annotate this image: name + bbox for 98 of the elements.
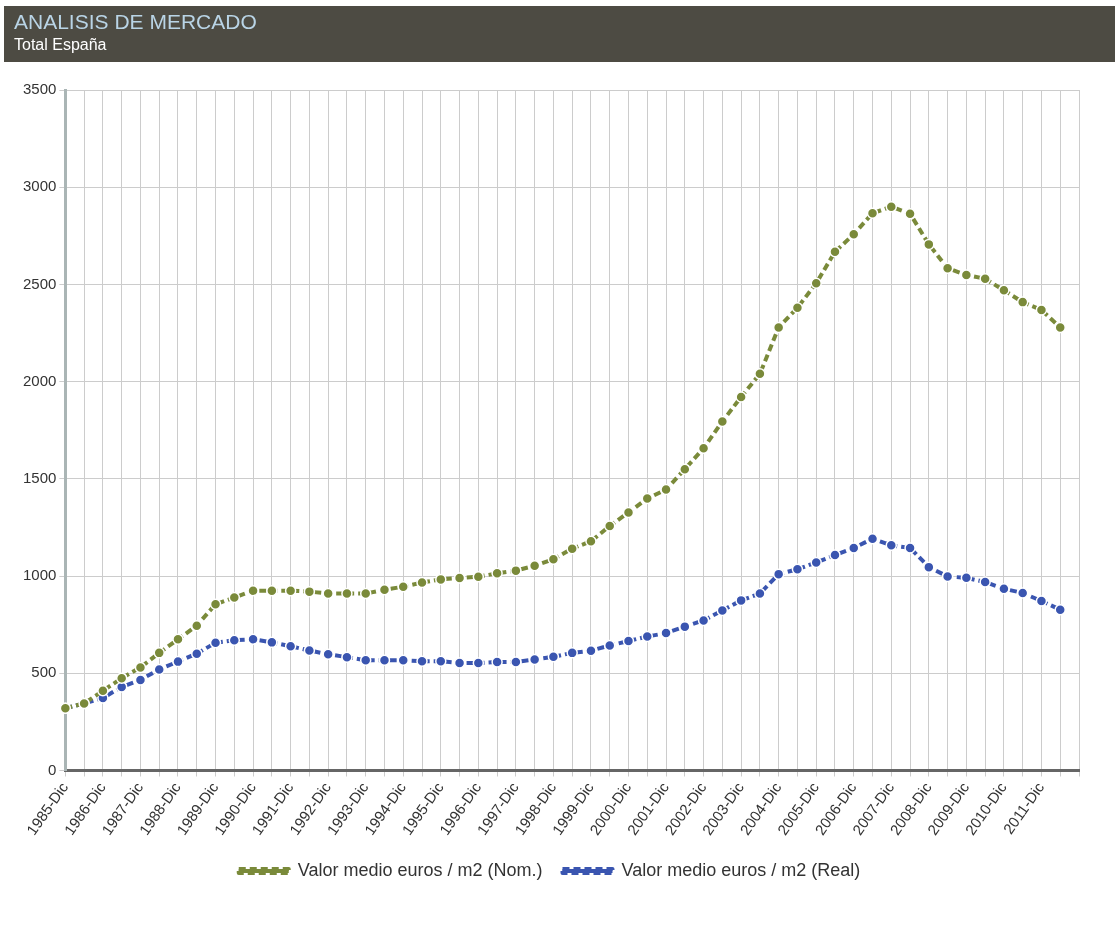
point — [660, 627, 672, 639]
point — [885, 200, 898, 213]
point — [735, 391, 747, 403]
point — [754, 368, 766, 380]
point — [547, 651, 560, 663]
point — [341, 651, 353, 663]
point — [998, 284, 1010, 297]
point — [172, 633, 184, 646]
point — [923, 561, 935, 573]
y-tick-label: 3500 — [22, 80, 57, 98]
point — [660, 483, 672, 496]
y-tick-label: 500 — [31, 663, 57, 681]
point — [247, 633, 259, 646]
point — [603, 520, 616, 532]
point — [735, 594, 747, 607]
point — [960, 572, 973, 584]
point — [266, 636, 278, 649]
point — [472, 570, 485, 583]
y-tick-label: 3000 — [22, 177, 57, 195]
y-tick-label: 1000 — [22, 566, 57, 584]
point — [266, 584, 278, 597]
point — [284, 584, 297, 597]
point — [754, 587, 766, 600]
point — [472, 657, 485, 669]
point — [603, 639, 616, 652]
point — [566, 647, 578, 659]
point — [829, 246, 841, 258]
point — [810, 556, 822, 569]
point — [397, 581, 409, 593]
point — [791, 563, 804, 576]
point — [829, 549, 841, 561]
point — [359, 587, 372, 600]
point — [228, 591, 241, 604]
point — [247, 584, 259, 597]
point — [191, 647, 203, 660]
point — [303, 585, 316, 598]
point — [416, 655, 428, 667]
point — [697, 614, 710, 627]
point — [378, 654, 391, 667]
point — [923, 238, 935, 251]
point — [1016, 296, 1029, 308]
point — [435, 655, 447, 667]
point — [115, 672, 128, 684]
point — [209, 598, 222, 611]
point — [322, 648, 334, 660]
point — [904, 207, 916, 220]
point — [491, 656, 503, 668]
point — [191, 619, 203, 632]
point — [491, 567, 503, 580]
point — [979, 273, 991, 285]
point — [228, 634, 241, 646]
point — [97, 685, 109, 697]
point — [866, 207, 879, 220]
point — [322, 587, 334, 600]
point — [791, 302, 804, 314]
point — [998, 582, 1010, 595]
point — [153, 647, 165, 659]
point — [585, 535, 597, 548]
point — [566, 542, 578, 555]
point — [716, 604, 729, 617]
point — [134, 661, 147, 674]
point — [622, 635, 635, 647]
point — [172, 655, 184, 668]
point — [359, 654, 372, 667]
point — [679, 620, 691, 633]
point — [209, 637, 222, 649]
point — [941, 570, 954, 583]
point — [979, 576, 991, 588]
legend-label: Valor medio euros / m2 (Real) — [621, 859, 861, 880]
point — [510, 564, 522, 577]
point — [641, 630, 654, 643]
point — [547, 553, 560, 565]
point — [904, 542, 916, 554]
point — [848, 228, 860, 241]
point — [416, 576, 428, 589]
point — [622, 506, 635, 519]
point — [885, 539, 898, 552]
point — [810, 277, 822, 290]
point — [453, 572, 466, 584]
point — [679, 463, 691, 475]
point — [585, 644, 597, 657]
chart-title: ANALISIS DE MERCADO — [14, 10, 257, 34]
y-tick-label: 1500 — [22, 469, 57, 486]
point — [284, 640, 297, 653]
point — [510, 656, 522, 668]
y-tick-label: 2500 — [22, 274, 57, 292]
chart-subtitle: Total España — [14, 36, 107, 54]
point — [1054, 603, 1066, 616]
point — [848, 542, 860, 554]
point — [1035, 304, 1048, 316]
point — [303, 644, 316, 657]
legend-label: Valor medio euros / m2 (Nom.) — [297, 859, 543, 880]
point — [772, 568, 785, 580]
point — [1035, 595, 1048, 607]
point — [341, 587, 353, 600]
y-tick-label: 2000 — [22, 371, 57, 389]
y-tick-label: 0 — [48, 760, 57, 778]
point — [435, 573, 447, 586]
